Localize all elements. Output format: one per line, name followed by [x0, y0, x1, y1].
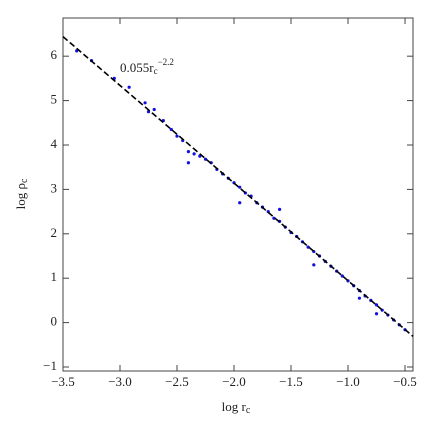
y-tick-label: 5	[51, 92, 58, 107]
x-tick-label: −1.0	[336, 374, 360, 389]
y-tick-label: 0	[51, 314, 58, 329]
y-tick-label: 6	[51, 47, 58, 62]
point	[374, 303, 379, 307]
y-tick-label: 3	[51, 180, 58, 195]
point	[186, 150, 191, 154]
y-tick-label: 2	[51, 225, 58, 240]
point	[169, 127, 173, 132]
point	[127, 85, 131, 89]
y-tick-label: −1	[43, 358, 57, 373]
annotation: 0.055rc−2.2	[120, 57, 174, 76]
point	[186, 161, 191, 165]
x-tick-label: −2.0	[222, 374, 246, 389]
x-axis-label: log rc	[222, 399, 251, 416]
x-tick-label: −3.5	[51, 374, 75, 389]
point	[175, 134, 179, 138]
annotation-sup: −2.2	[158, 57, 174, 67]
y-label-sub: c	[19, 178, 30, 183]
y-label-main: log ρ	[13, 183, 28, 209]
x-tick-label: −1.5	[279, 374, 303, 389]
point	[278, 207, 282, 211]
y-axis-label: log ρc	[13, 178, 30, 209]
point	[238, 185, 242, 189]
annotation-main: 0.055r	[120, 60, 154, 75]
x-tick-label: −2.5	[165, 374, 189, 389]
point	[272, 216, 276, 220]
plot-frame	[62, 17, 414, 372]
annotation-sub: c	[154, 66, 158, 76]
fit-line	[62, 36, 414, 337]
x-label-sub: c	[246, 405, 251, 416]
y-tick-label: 4	[51, 136, 58, 151]
x-tick-label: −3.0	[108, 374, 132, 389]
point	[238, 201, 242, 205]
point	[192, 152, 196, 156]
point	[340, 274, 344, 278]
x-label-main: log r	[222, 399, 247, 414]
point	[357, 296, 362, 300]
x-tick-label: −0.5	[393, 374, 417, 389]
point	[152, 107, 156, 112]
point	[374, 312, 379, 316]
point	[143, 101, 147, 105]
y-tick-label: 1	[51, 269, 58, 284]
point	[312, 263, 316, 267]
